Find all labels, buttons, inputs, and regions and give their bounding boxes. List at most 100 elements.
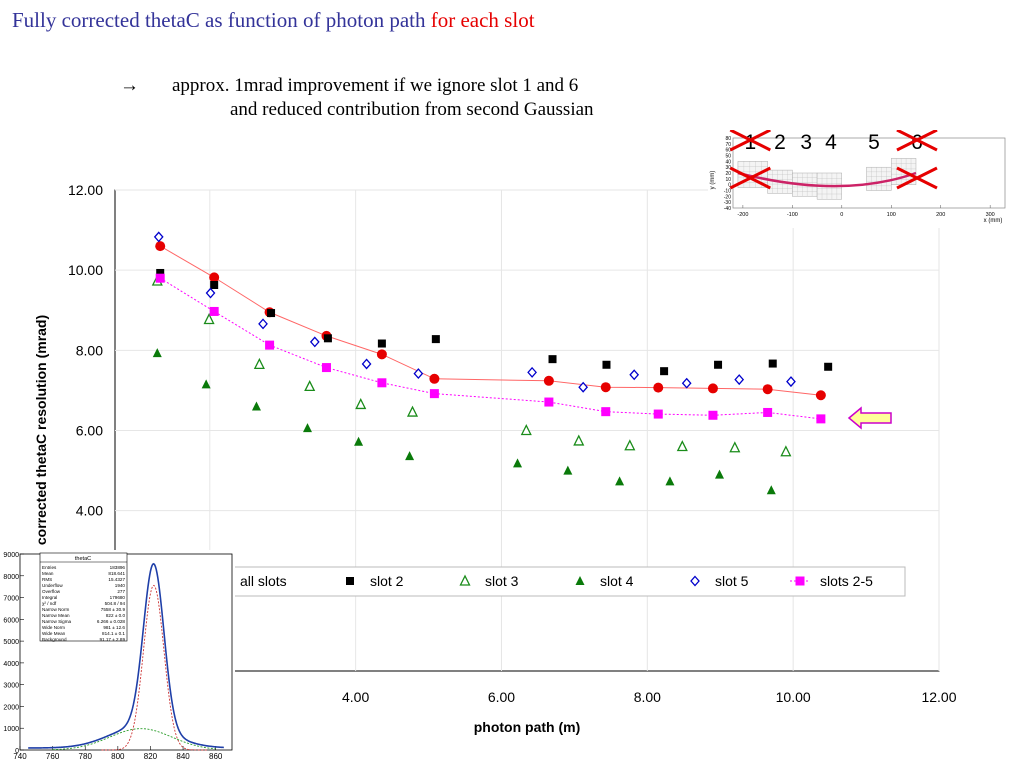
legend-label: slot 5	[715, 573, 749, 589]
data-point	[714, 360, 723, 369]
histogram-y-tick: 4000	[3, 661, 19, 668]
bullet-block: → approx. 1mrad improvement if we ignore …	[120, 74, 594, 122]
detector-y-tick: 50	[725, 154, 731, 160]
data-point	[251, 401, 261, 411]
data-point	[265, 340, 275, 350]
data-point	[513, 458, 523, 468]
y-tick-label: 4.00	[76, 503, 103, 519]
slot-label: 4	[825, 131, 837, 154]
data-point	[413, 368, 424, 380]
detector-y-tick: 80	[725, 136, 731, 142]
data-point	[205, 287, 216, 299]
series-5	[155, 273, 826, 424]
detector-plot: -200 -100 0 100 200 300-40-30-20-100102030405…	[710, 128, 1006, 224]
data-point	[676, 440, 688, 452]
right-arrow-icon: →	[120, 75, 139, 96]
detector-y-tick: 0	[728, 183, 731, 189]
legend-label: slot 3	[485, 573, 519, 589]
data-point	[543, 375, 554, 386]
data-point	[309, 336, 320, 348]
data-point	[615, 476, 625, 486]
stats-label: Narrow Mean	[42, 613, 70, 618]
stats-label: RMS	[42, 577, 52, 582]
slot-label: 1	[744, 131, 756, 154]
stats-value: 1940	[115, 583, 126, 588]
series-3	[152, 348, 776, 495]
histogram-y-tick: 8000	[3, 574, 19, 581]
legend-marker	[459, 574, 471, 586]
histogram-y-tick: 6000	[3, 617, 19, 624]
legend-item: slot 2	[346, 573, 404, 589]
y-tick-label: 12.00	[68, 182, 103, 198]
stats-label: Mean	[42, 571, 54, 576]
detector-x-tick: -100	[787, 212, 798, 218]
stats-label: Wide Norm	[42, 625, 65, 630]
stats-value: 91.17 ± 2.89	[99, 637, 125, 642]
x-tick-label: 4.00	[342, 689, 369, 705]
data-point	[210, 280, 219, 289]
data-point	[601, 407, 611, 417]
data-point	[653, 409, 663, 419]
data-point	[429, 373, 440, 384]
stats-label: Entries	[42, 565, 57, 570]
plot-axes: 2.004.006.008.0010.0012.004.006.008.0010…	[68, 182, 957, 705]
legend-item: slots 2-5	[790, 573, 873, 589]
histogram-x-tick: 840	[176, 752, 190, 761]
data-point	[629, 369, 640, 381]
data-point	[431, 335, 440, 344]
legend-marker	[795, 576, 805, 586]
data-point	[377, 339, 386, 348]
stats-value: 818.641	[108, 571, 125, 576]
bullet-line-2: and reduced contribution from second Gau…	[230, 99, 594, 120]
detector-x-tick: 0	[840, 212, 843, 218]
histogram-x-tick: 760	[46, 752, 60, 761]
slide-title-accent: for each slot	[430, 8, 535, 32]
detector-y-tick: -10	[724, 189, 731, 195]
data-point	[405, 451, 415, 461]
slot-label: 2	[774, 131, 786, 154]
detector-inset: -200 -100 0 100 200 300 -40 -30 -20 -10 0 10 20 30 40 5…	[708, 128, 1008, 228]
data-point	[253, 357, 265, 370]
stats-label: Background	[42, 637, 67, 642]
detector-x-tick: 100	[887, 212, 896, 218]
data-point	[361, 358, 372, 370]
y-tick-label: 6.00	[76, 423, 103, 439]
data-point	[734, 374, 745, 386]
data-point	[406, 405, 419, 417]
data-point	[815, 390, 826, 401]
data-point	[201, 379, 211, 389]
data-point	[665, 476, 675, 486]
detector-y-tick: -30	[724, 200, 731, 206]
data-point	[715, 469, 725, 479]
data-point	[708, 410, 718, 420]
detector-y-tick: 30	[725, 165, 731, 171]
data-point	[323, 334, 332, 343]
x-tick-label: 10.00	[776, 689, 811, 705]
cross-icon	[729, 128, 771, 152]
data-point	[780, 445, 792, 457]
detector-x-label: x (mm)	[984, 218, 1003, 224]
stats-label: Integral	[42, 595, 57, 600]
legend-item: slot 3	[459, 573, 519, 589]
legend-marker	[690, 575, 700, 587]
data-point	[153, 231, 164, 243]
stats-label: Wide Mean	[42, 631, 66, 636]
data-point	[707, 383, 718, 394]
detector-y-label: y (mm)	[710, 171, 716, 190]
slide-title: Fully corrected thetaC as function of ph…	[12, 8, 535, 33]
data-point	[376, 349, 387, 360]
cross-icon	[896, 128, 938, 152]
stats-label: χ² / ndf	[42, 601, 57, 606]
data-point	[544, 397, 554, 407]
histogram-y-tick: 7000	[3, 596, 19, 603]
series-line	[159, 245, 821, 396]
stats-value: 6.266 ± 0.028	[97, 619, 126, 624]
histogram-inset: 740 760 780 800 820 840 860 0 1000 2000 3000 4000 50…	[0, 550, 235, 762]
slot-label: 3	[800, 131, 812, 154]
legend-marker	[575, 576, 585, 585]
legend-item: slot 5	[690, 573, 749, 589]
cross-icon	[896, 166, 938, 190]
data-point	[155, 241, 166, 252]
detector-y-tick: 20	[725, 171, 731, 177]
series-4	[153, 231, 796, 393]
